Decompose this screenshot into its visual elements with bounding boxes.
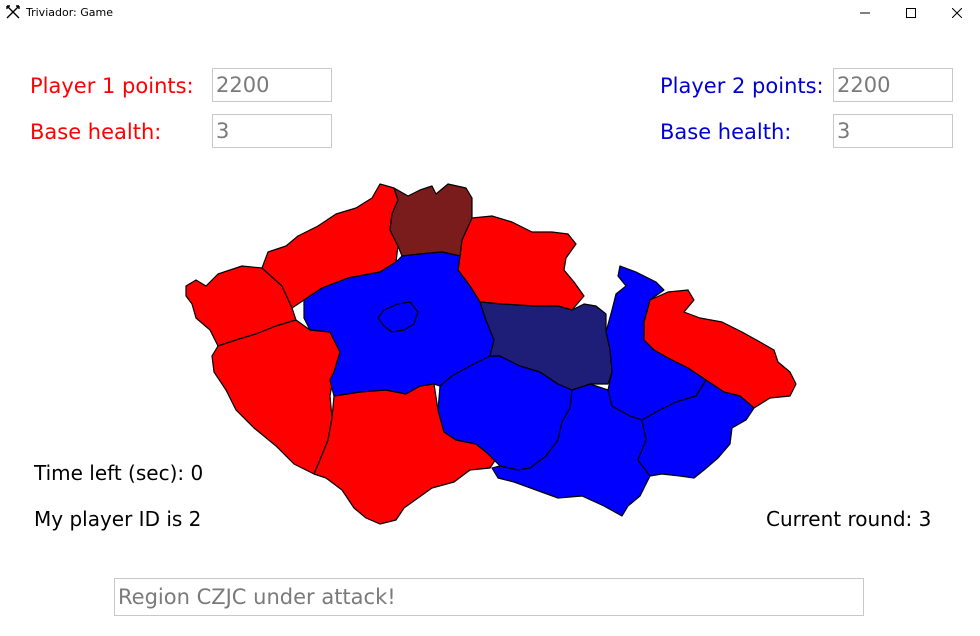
player2-health-label: Base health: [660, 120, 792, 144]
maximize-icon [906, 8, 916, 18]
player1-health-field[interactable]: 3 [212, 114, 332, 148]
close-icon [952, 8, 962, 18]
player2-health-field[interactable]: 3 [833, 114, 953, 148]
minimize-icon [860, 12, 870, 14]
title-bar: Triviador: Game [0, 0, 980, 26]
player-id-text: My player ID is 2 [34, 507, 202, 531]
region-plzen[interactable] [211, 319, 341, 475]
time-left-text: Time left (sec): 0 [34, 461, 204, 485]
maximize-button[interactable] [888, 0, 934, 26]
region-base-player1[interactable] [389, 183, 473, 257]
player1-health-label: Base health: [30, 120, 162, 144]
region-pardubice-east[interactable] [605, 265, 707, 421]
player2-points-label: Player 2 points: [660, 74, 824, 98]
crossed-swords-icon [6, 5, 20, 19]
current-round-text: Current round: 3 [766, 507, 932, 531]
region-prague[interactable] [377, 301, 419, 333]
region-zlin[interactable] [637, 379, 755, 479]
minimize-button[interactable] [842, 0, 888, 26]
region-base-player2[interactable] [479, 301, 613, 391]
player2-points-field[interactable]: 2200 [833, 68, 953, 102]
player1-points-label: Player 1 points: [30, 74, 194, 98]
player1-points-field[interactable]: 2200 [212, 68, 332, 102]
status-message-field[interactable]: Region CZJC under attack! [114, 578, 864, 616]
window-title: Triviador: Game [26, 6, 113, 19]
close-button[interactable] [934, 0, 980, 26]
region-liberec[interactable] [457, 215, 585, 311]
